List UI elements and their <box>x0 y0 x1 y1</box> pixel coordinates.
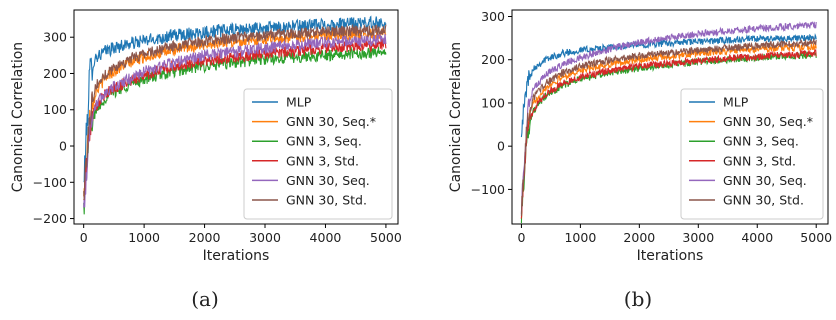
y-tick-label: −200 <box>33 211 67 226</box>
y-tick-label: 100 <box>481 95 505 110</box>
legend-label: GNN 30, Seq. <box>286 173 370 188</box>
x-axis-label: Iterations <box>203 248 270 264</box>
x-axis-label: Iterations <box>637 248 704 264</box>
x-tick-label: 0 <box>517 230 525 245</box>
panel-caption: (a) <box>191 287 219 311</box>
legend: MLP GNN 30, Seq.* GNN 3, Seq. GNN 3, Std. GN… <box>243 88 393 220</box>
series-line-gnn-30-std <box>83 23 387 201</box>
series-line-gnn-30-seq <box>83 31 387 208</box>
x-tick-label: 4000 <box>741 230 773 245</box>
x-tick-label: 2000 <box>623 230 655 245</box>
y-tick-label: 300 <box>43 30 67 45</box>
legend-box <box>680 88 824 220</box>
legend-label: GNN 30, Std. <box>286 193 367 208</box>
legend-label: GNN 30, Seq.* <box>723 114 813 129</box>
y-tick-label: 200 <box>43 66 67 81</box>
series-group <box>83 15 387 215</box>
x-tick-label: 3000 <box>682 230 714 245</box>
legend-label: GNN 30, Seq.* <box>286 114 376 129</box>
x-tick-label: 1000 <box>564 230 596 245</box>
legend: MLP GNN 30, Seq.* GNN 3, Seq. GNN 3, Std. GN… <box>680 88 824 220</box>
legend-label: GNN 3, Seq. <box>723 134 799 149</box>
series-line-mlp <box>520 32 817 138</box>
legend-label: GNN 30, Seq. <box>723 173 807 188</box>
x-tick-label: 5000 <box>370 230 402 245</box>
axes-frame <box>73 9 399 225</box>
legend-label: GNN 3, Std. <box>723 153 796 168</box>
y-tick-label: 100 <box>43 102 67 117</box>
x-tick-label: 3000 <box>249 230 281 245</box>
legend-label: MLP <box>286 95 312 110</box>
y-tick-label: 300 <box>481 9 505 24</box>
y-tick-label: 200 <box>481 52 505 67</box>
legend-label: MLP <box>723 95 749 110</box>
y-tick-label: −100 <box>471 182 505 197</box>
chart-panel-a: 0 1000 2000 3000 4000 5000 −200 −100 0 100 200 300 I… <box>10 9 402 311</box>
series-line-gnn-3-std <box>520 49 817 219</box>
x-tick-label: 2000 <box>189 230 221 245</box>
panel-caption: (b) <box>624 287 652 311</box>
legend-label: GNN 3, Std. <box>286 153 359 168</box>
legend-label: GNN 30, Std. <box>723 193 804 208</box>
y-tick-label: 0 <box>59 139 67 154</box>
series-group <box>520 21 817 224</box>
y-tick-label: 0 <box>497 139 505 154</box>
x-tick-label: 0 <box>80 230 88 245</box>
y-axis-label: Canonical Correlation <box>448 42 464 192</box>
axes-frame <box>511 9 829 225</box>
x-tick-label: 4000 <box>310 230 342 245</box>
chart-panel-b: 0 1000 2000 3000 4000 5000 −100 0 100 200 300 Itera… <box>448 9 832 311</box>
legend-box <box>243 88 393 220</box>
series-line-gnn-30-seq <box>520 21 817 214</box>
x-tick-label: 5000 <box>800 230 832 245</box>
y-axis-label: Canonical Correlation <box>10 42 26 192</box>
legend-label: GNN 3, Seq. <box>286 134 362 149</box>
series-line-gnn-30-std <box>520 37 817 216</box>
y-tick-label: −100 <box>33 175 67 190</box>
x-tick-label: 1000 <box>128 230 160 245</box>
